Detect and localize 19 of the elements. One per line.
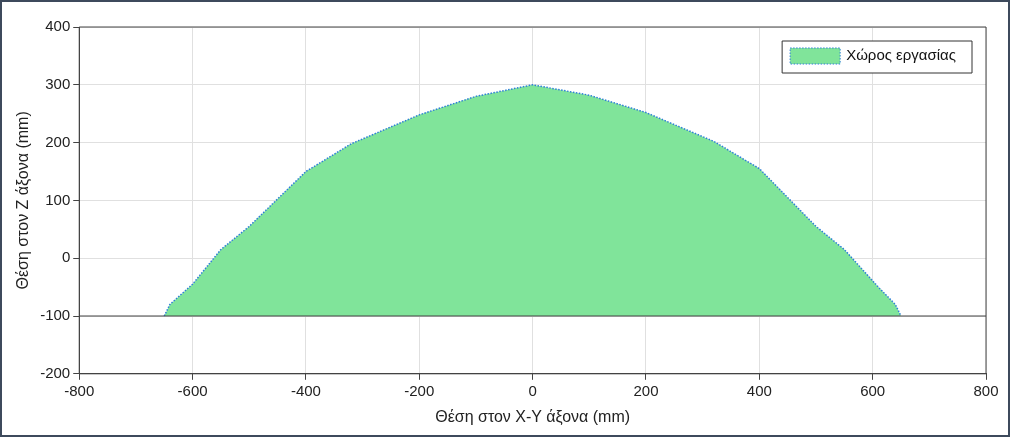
x-tick-label: 200 <box>633 381 659 399</box>
y-tick-label: 200 <box>45 132 71 150</box>
x-tick-label: 600 <box>860 381 886 399</box>
legend-label: Χώρος εργασίας <box>846 46 956 64</box>
y-tick-label: 400 <box>45 17 71 35</box>
x-tick-label: 0 <box>528 381 537 399</box>
x-tick-label: -800 <box>64 381 95 399</box>
y-tick-label: -200 <box>40 363 71 381</box>
y-tick-label: 300 <box>45 74 71 92</box>
y-tick-label: -100 <box>40 306 71 324</box>
x-tick-label: 800 <box>973 381 999 399</box>
x-tick-label: -400 <box>290 381 321 399</box>
x-tick-label: -600 <box>177 381 208 399</box>
x-tick-label: 400 <box>746 381 772 399</box>
x-axis-title: Θέση στον X-Y άξονα (mm) <box>435 407 631 426</box>
y-axis-title: Θέση στον Z άξονα (mm) <box>14 111 33 290</box>
y-tick-label: 100 <box>45 190 71 208</box>
y-tick-label: 0 <box>61 248 71 266</box>
x-tick-label: -200 <box>404 381 435 399</box>
